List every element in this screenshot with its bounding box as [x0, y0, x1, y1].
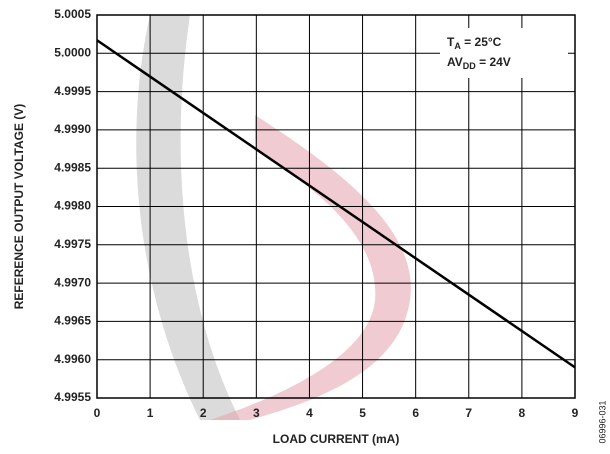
- x-tick-label: 6: [412, 406, 419, 420]
- annotation-bg: [440, 28, 568, 78]
- x-tick-label: 2: [200, 406, 207, 420]
- figure-id: 06996-031: [597, 400, 607, 443]
- annotation-sub: DD: [463, 61, 476, 71]
- data-line: [96, 39, 576, 369]
- x-tick-label: 5: [359, 406, 366, 420]
- y-tick-label: 4.9960: [54, 352, 91, 366]
- x-tick-label: 7: [465, 406, 472, 420]
- annotation-sub: A: [454, 41, 461, 51]
- x-tick-label: 9: [572, 406, 579, 420]
- annotation-rest: = 25°C: [461, 35, 502, 49]
- x-tick-label: 1: [147, 406, 154, 420]
- x-tick-label: 0: [94, 406, 101, 420]
- plot-frame: [96, 14, 576, 399]
- y-tick-label: 5.0005: [54, 7, 91, 21]
- x-tick-label: 4: [306, 406, 313, 420]
- y-tick-label: 4.9965: [54, 314, 91, 328]
- annotation: AVDD = 24V: [447, 55, 511, 71]
- annotation-rest: = 24V: [476, 55, 511, 69]
- watermark: [210, 115, 411, 420]
- watermark: [136, 15, 240, 420]
- annotation-main: T: [447, 35, 455, 49]
- annotation-box: TA = 25°C AVDD = 24V: [440, 28, 568, 78]
- y-tick-label: 4.9970: [54, 275, 91, 289]
- y-tick-label: 4.9990: [54, 122, 91, 136]
- y-tick-label: 4.9985: [54, 160, 91, 174]
- x-tick-label: 3: [253, 406, 260, 420]
- annotation: TA = 25°C: [447, 35, 502, 51]
- y-tick-label: 4.9975: [54, 237, 91, 251]
- y-tick-label: 4.9995: [54, 84, 91, 98]
- x-tick-label: 8: [519, 406, 526, 420]
- y-tick-label: 4.9955: [54, 390, 91, 404]
- y-tick-label: 5.0000: [54, 45, 91, 59]
- x-axis-label: LOAD CURRENT (mA): [273, 432, 400, 446]
- y-axis-label: REFERENCE OUTPUT VOLTAGE (V): [12, 104, 26, 310]
- y-tick-label: 4.9980: [54, 199, 91, 213]
- annotation-main: AV: [447, 55, 463, 69]
